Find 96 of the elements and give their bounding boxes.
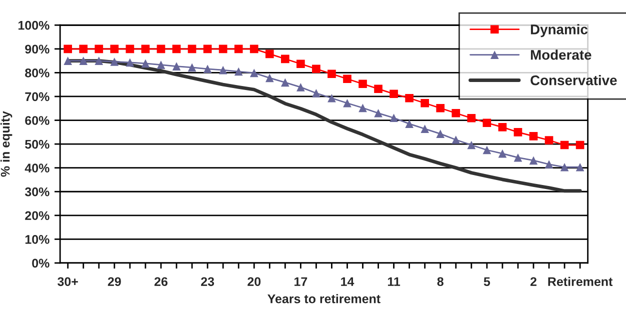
point <box>188 44 196 54</box>
point <box>203 44 212 54</box>
legend-label: Dynamic <box>530 24 588 38</box>
point <box>405 94 414 102</box>
point <box>110 44 119 54</box>
point <box>576 162 584 172</box>
y-axis-title: % in equity <box>0 111 12 177</box>
point <box>126 44 134 54</box>
point <box>482 118 492 128</box>
point <box>126 58 134 67</box>
point <box>234 44 243 54</box>
point <box>110 58 119 66</box>
point <box>436 104 445 112</box>
point <box>452 136 460 144</box>
point <box>280 78 290 87</box>
point <box>467 114 476 122</box>
point <box>482 146 492 154</box>
y-tick-label: 50% <box>25 140 50 149</box>
point <box>420 98 430 108</box>
point <box>296 60 305 68</box>
point <box>544 136 554 144</box>
point <box>188 63 196 72</box>
x-tick-label: 30+ <box>58 277 78 286</box>
y-tick-label: 60% <box>25 116 50 125</box>
y-tick-label: 30% <box>24 187 50 196</box>
y-tick-label: 10% <box>25 234 50 244</box>
point <box>560 162 569 172</box>
y-tick-label: 80% <box>25 68 50 78</box>
point <box>172 44 181 54</box>
y-tick-label: 40% <box>24 164 50 172</box>
point <box>452 108 460 118</box>
y-tick-label: 0% <box>32 258 50 268</box>
x-axis-title: Years to retirement <box>268 294 380 304</box>
y-tick-label: 90% <box>25 44 50 54</box>
point <box>358 80 367 88</box>
point <box>390 114 398 122</box>
point <box>203 64 212 74</box>
point <box>79 44 88 54</box>
point <box>296 83 305 92</box>
point <box>94 44 104 54</box>
point <box>156 44 166 54</box>
legend-label: Conservative <box>530 75 617 86</box>
point <box>312 64 320 74</box>
point <box>529 132 538 140</box>
x-tick-label: 20 <box>248 277 261 286</box>
point <box>514 153 522 162</box>
point <box>343 74 352 84</box>
point <box>312 88 320 98</box>
y-tick-label: 20% <box>25 211 50 220</box>
point <box>405 120 414 128</box>
point <box>328 70 336 78</box>
point <box>498 149 507 158</box>
point <box>64 44 72 54</box>
point <box>172 62 181 70</box>
point <box>280 54 290 64</box>
point <box>498 122 507 132</box>
x-tick-label: 23 <box>201 277 214 286</box>
x-tick-label: 8 <box>437 277 444 286</box>
point <box>420 124 430 133</box>
x-tick-label: 17 <box>294 277 308 286</box>
point <box>250 68 258 78</box>
point <box>576 140 584 150</box>
y-tick-label: 100% <box>18 20 50 30</box>
x-tick-label: 26 <box>154 277 168 286</box>
point <box>234 67 243 76</box>
point <box>374 84 382 94</box>
x-tick-label: 11 <box>388 277 400 286</box>
x-tick-label: 5 <box>484 277 490 286</box>
point <box>529 156 538 165</box>
point <box>560 140 569 150</box>
point <box>218 66 228 74</box>
x-tick-label: 29 <box>108 277 121 286</box>
point <box>514 128 522 136</box>
point <box>374 108 382 118</box>
point <box>218 44 228 54</box>
point <box>265 74 274 82</box>
y-tick-label: 70% <box>25 92 50 102</box>
point <box>544 160 554 168</box>
point <box>94 56 104 65</box>
point <box>436 130 445 138</box>
point <box>156 60 166 70</box>
point <box>64 56 72 65</box>
point <box>141 44 150 54</box>
point <box>390 90 398 98</box>
point <box>141 59 150 68</box>
point <box>79 56 88 65</box>
x-tick-label: 14 <box>341 277 354 286</box>
point <box>467 140 476 150</box>
point <box>343 98 352 108</box>
x-tick-label: Retirement <box>548 276 613 286</box>
point <box>328 94 336 102</box>
x-tick-label: 2 <box>530 277 536 286</box>
point <box>265 50 274 58</box>
point <box>250 44 258 54</box>
legend-label: Moderate <box>530 50 592 60</box>
point <box>358 104 367 112</box>
